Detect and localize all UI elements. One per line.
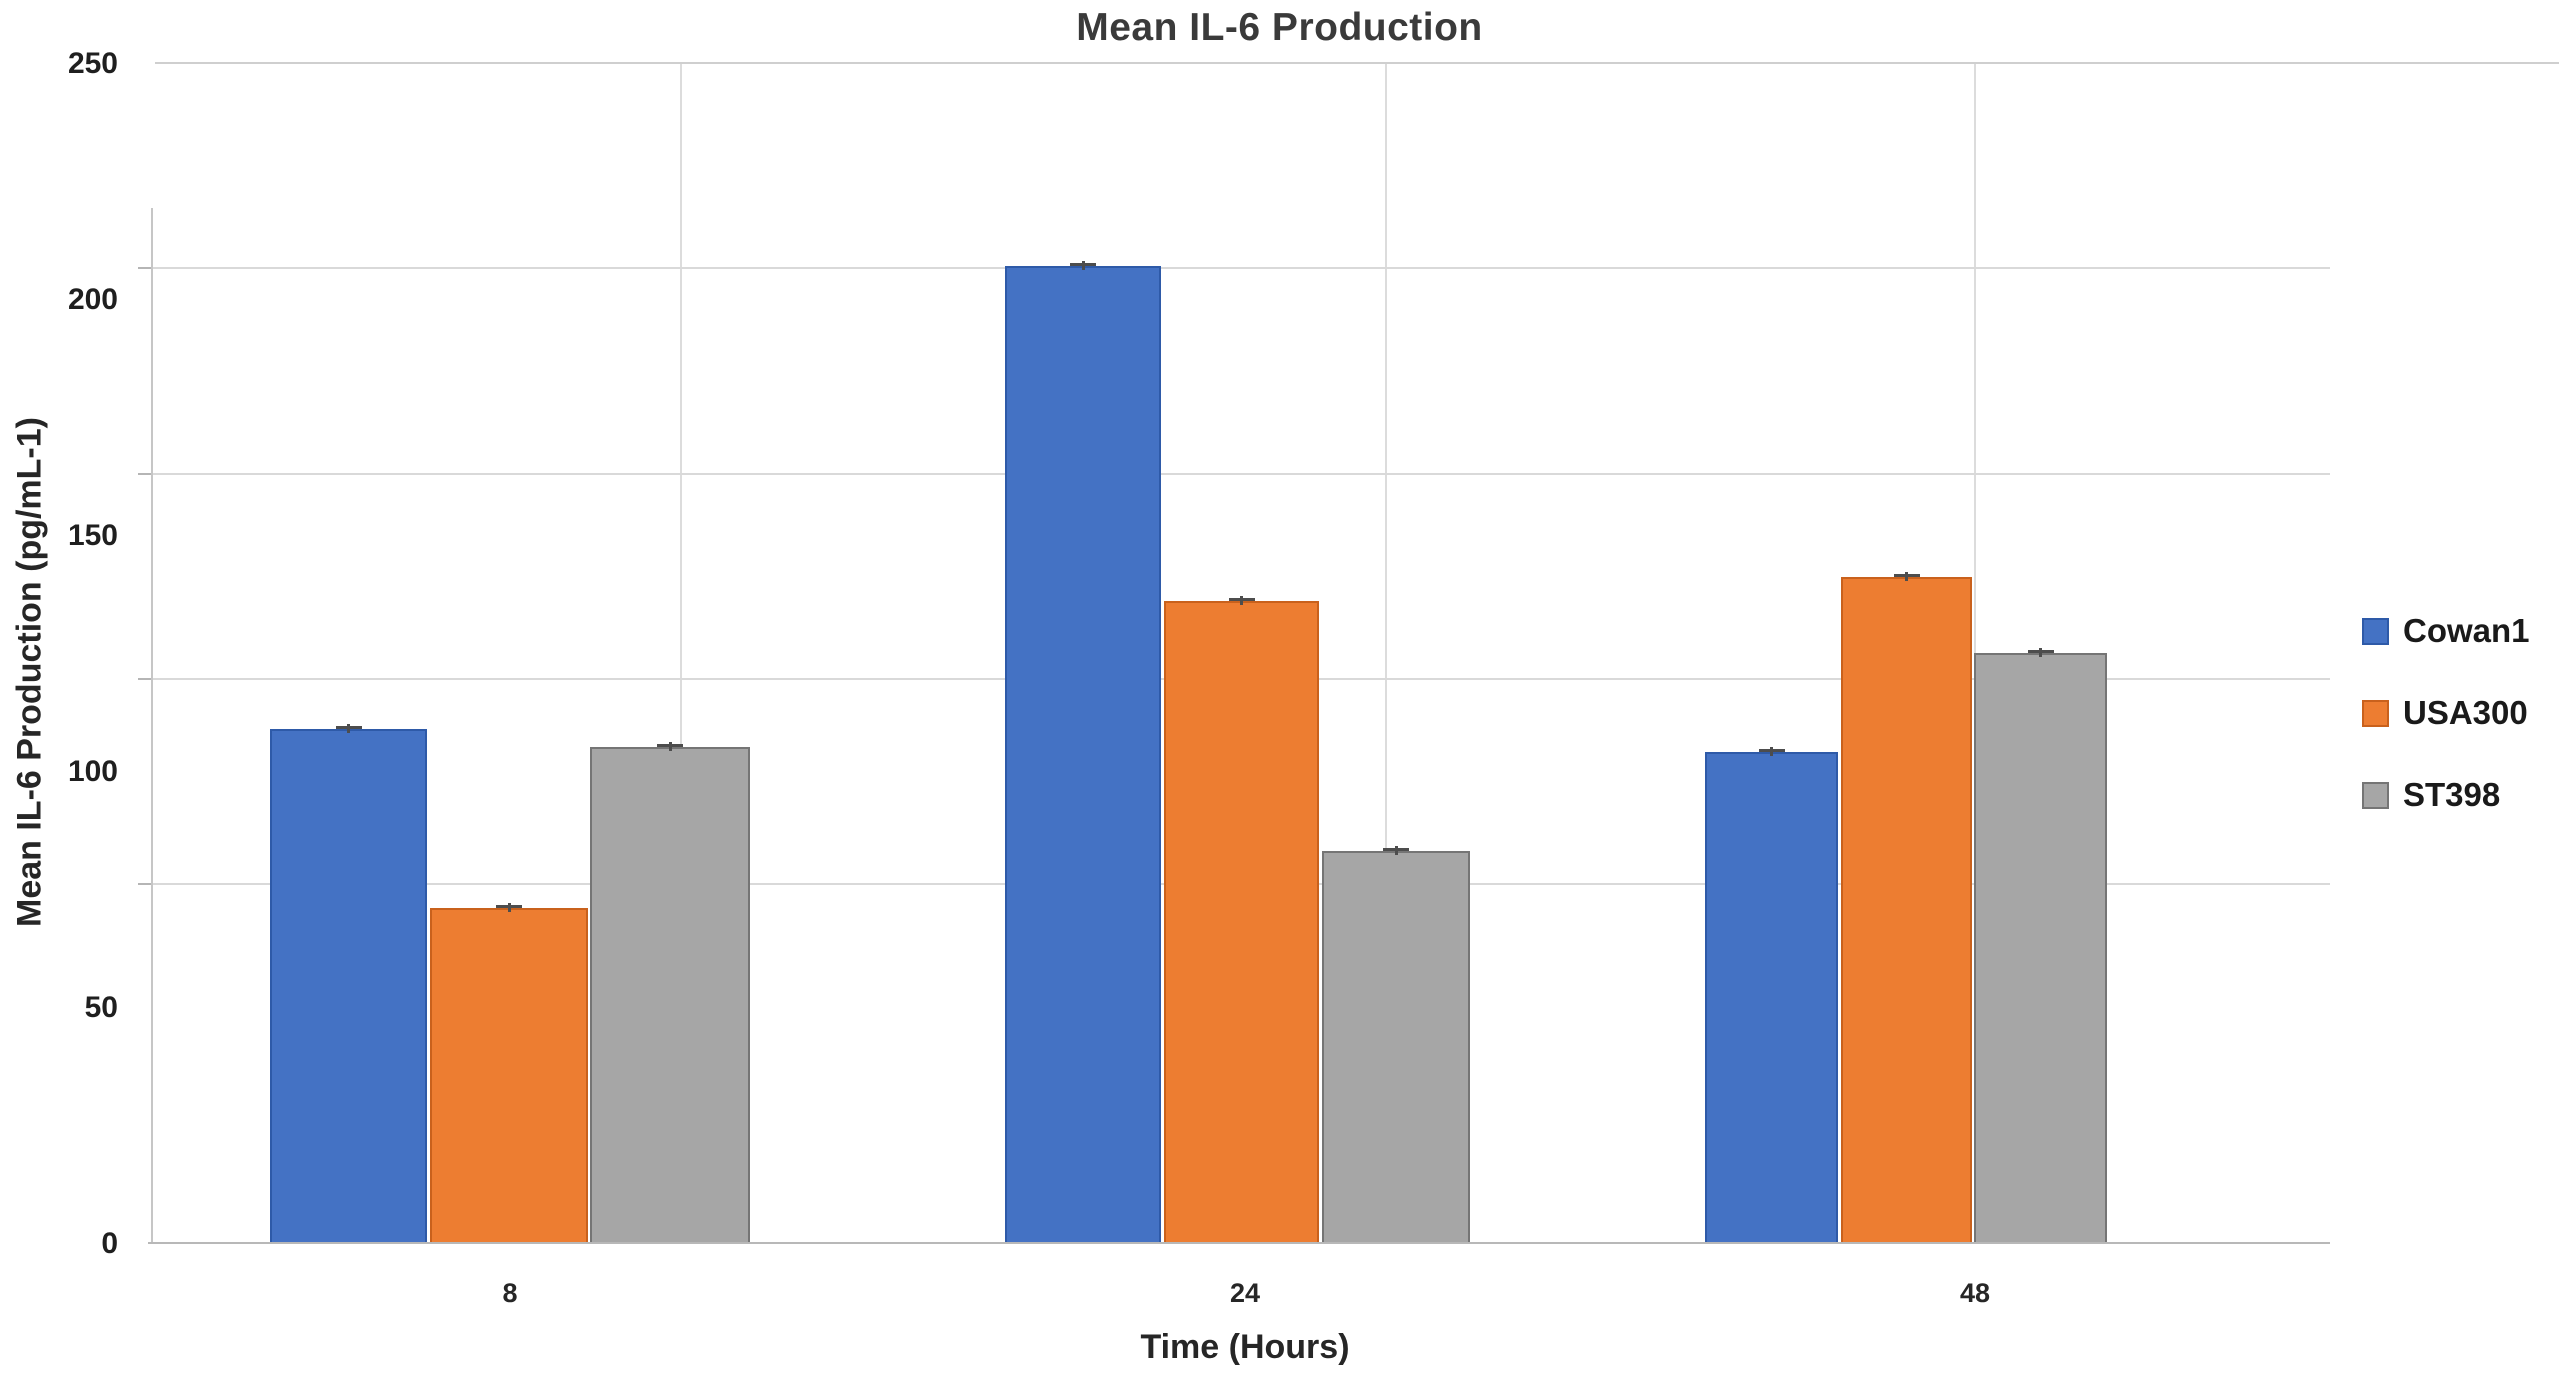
error-bar-cap (1758, 749, 1785, 752)
legend-swatch-cowan1 (2362, 617, 2389, 645)
error-bar-cap (657, 744, 683, 747)
y-tick-label-150: 150 (67, 519, 118, 552)
legend-item-st398: ST398 (2362, 776, 2530, 814)
x-tick-label-8: 8 (502, 1278, 518, 1308)
y-tick-label-50: 50 (84, 991, 118, 1024)
x-tick-label-24: 24 (1229, 1278, 1261, 1308)
x-axis-title: Time (Hours) (1140, 1328, 1350, 1366)
error-bar-cap (1383, 848, 1409, 851)
legend-item-usa300: USA300 (2362, 694, 2530, 732)
error-bar-cap (496, 905, 522, 908)
bar-cowan1-48h (1705, 752, 1838, 1243)
legend-label-st398: ST398 (2403, 776, 2501, 813)
error-bar-cap (335, 726, 362, 729)
gridline-200 (151, 267, 2330, 270)
error-bar-cap (1070, 263, 1096, 266)
bar-usa300-48h (1841, 577, 1972, 1243)
bar-usa300-8h (430, 908, 588, 1243)
bar-st398-48h (1974, 653, 2107, 1243)
y-axis-line (151, 208, 153, 1243)
y-tick-label-200: 200 (67, 283, 118, 316)
bar-cowan1-8h (270, 729, 427, 1243)
y-axis-tick-100 (138, 677, 152, 680)
error-bar-cap (2027, 650, 2054, 653)
y-tick-label-250: 250 (67, 47, 118, 80)
y-tick-label-0: 0 (101, 1227, 118, 1260)
chart-title: Mean IL-6 Production (1076, 6, 1483, 49)
bar-usa300-24h (1164, 601, 1319, 1243)
gridline-150 (151, 472, 2330, 475)
gridline-250 (155, 62, 2559, 64)
category-separator-line (1385, 63, 1387, 1243)
x-tick-label-48: 48 (1959, 1278, 1991, 1308)
y-axis-tick-150 (138, 472, 152, 475)
error-bar-cap (1228, 598, 1255, 601)
legend-label-cowan1: Cowan1 (2403, 612, 2530, 649)
legend-swatch-st398 (2362, 781, 2389, 809)
bar-st398-8h (590, 747, 750, 1243)
error-bar-cap (1893, 574, 1920, 577)
y-axis-tick-200 (138, 267, 152, 270)
y-tick-label-100: 100 (67, 755, 118, 788)
legend-swatch-usa300 (2362, 699, 2389, 727)
bar-st398-24h (1322, 851, 1470, 1243)
category-separator-line (680, 63, 682, 1243)
y-axis-tick-50 (138, 883, 152, 885)
legend-item-cowan1: Cowan1 (2362, 612, 2530, 650)
x-axis-line (148, 1242, 2330, 1244)
legend-label-usa300: USA300 (2403, 694, 2528, 731)
bar-cowan1-24h (1005, 266, 1161, 1243)
y-axis-title: Mean IL-6 Production (pg/mL-1) (10, 417, 49, 927)
legend: Cowan1 USA300 ST398 (2362, 612, 2530, 814)
